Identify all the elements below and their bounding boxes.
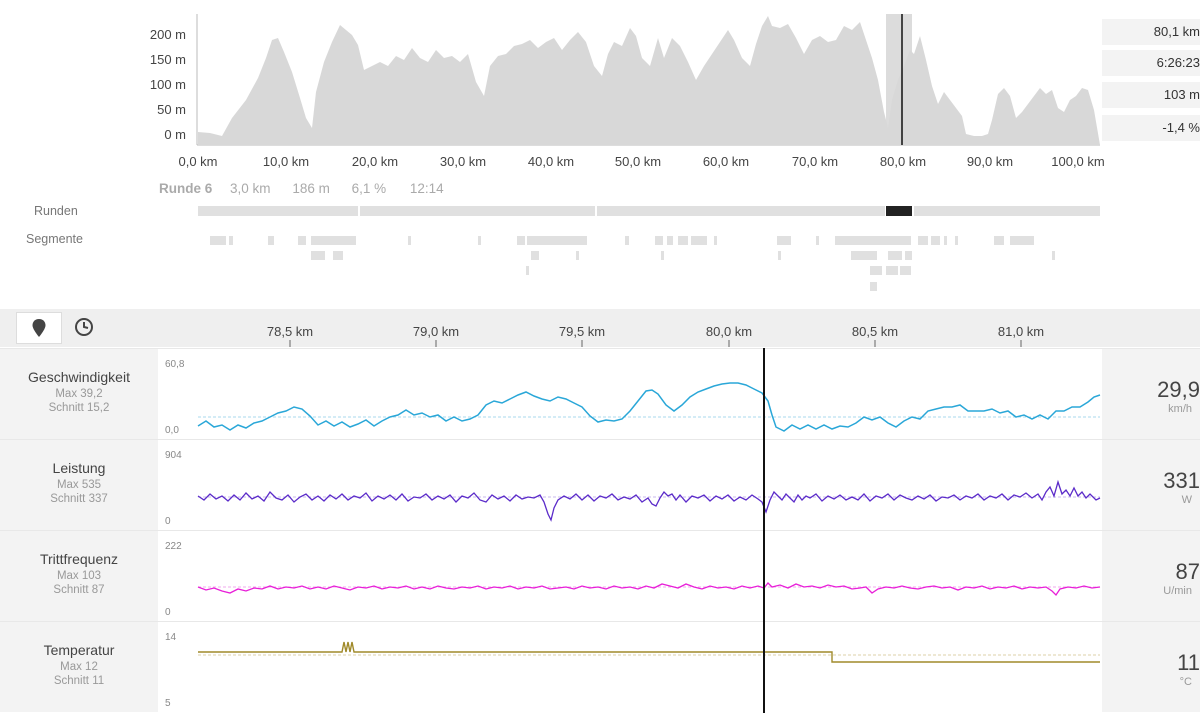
- metric-value-box: 11 °C: [1102, 622, 1200, 712]
- axis-max: 60,8: [165, 359, 185, 370]
- axis-min: 5: [165, 698, 171, 709]
- clock-icon: [75, 318, 93, 336]
- metric-row-cadence: Trittfrequenz Max 103 Schnitt 87 222 0 8…: [0, 530, 1200, 621]
- metric-current-value: 11: [1177, 650, 1200, 675]
- metric-unit: U/min: [1163, 585, 1192, 597]
- metric-unit: W: [1181, 494, 1192, 506]
- metric-name: Temperatur: [43, 642, 115, 658]
- cadence-graph[interactable]: [0, 531, 1102, 621]
- metric-label: Leistung Max 535 Schnitt 337: [0, 440, 158, 530]
- metric-value-box: 87 U/min: [1102, 531, 1200, 621]
- time-button[interactable]: [62, 312, 106, 342]
- metric-name: Geschwindigkeit: [28, 369, 130, 385]
- axis-max: 14: [165, 632, 177, 643]
- metric-row-temperature: Temperatur Max 12 Schnitt 11 14 5 11 °C: [0, 621, 1200, 712]
- elevation-tick: 0 m: [164, 127, 186, 142]
- km-tick: 20,0 km: [351, 154, 399, 169]
- lap-bar[interactable]: [198, 206, 358, 216]
- axis-min: 0: [165, 516, 171, 527]
- metric-unit: °C: [1179, 676, 1192, 688]
- km-tick: 100,0 km: [1051, 154, 1105, 169]
- metric-label: Geschwindigkeit Max 39,2 Schnitt 15,2: [0, 349, 158, 439]
- zoom-km-tick: 79,0 km: [412, 324, 460, 339]
- elevation-chart[interactable]: 200 m 150 m 100 m 50 m 0 m 0,0 km 10,0 k…: [0, 0, 1110, 200]
- stat-grade: -1,4 %: [1102, 115, 1200, 142]
- km-tick: 30,0 km: [439, 154, 487, 169]
- metric-name: Leistung: [52, 460, 106, 476]
- metric-row-power: Leistung Max 535 Schnitt 337 904 0 331 W: [0, 439, 1200, 530]
- metric-current-value: 29,9: [1157, 377, 1200, 402]
- lap-name: Runde 6: [159, 181, 213, 196]
- axis-max: 222: [165, 541, 182, 552]
- lap-bar[interactable]: [360, 206, 595, 216]
- km-tick: 40,0 km: [527, 154, 575, 169]
- zoom-km-tick: 80,0 km: [705, 324, 753, 339]
- lap-bar[interactable]: [914, 206, 1100, 216]
- zoom-km-tick: 81,0 km: [997, 324, 1045, 339]
- zoom-axis-ticks: [289, 340, 1022, 347]
- zoom-km-tick: 80,5 km: [851, 324, 899, 339]
- stat-distance: 80,1 km: [1102, 19, 1200, 46]
- metric-avg: Schnitt 15,2: [48, 402, 110, 414]
- metric-label: Trittfrequenz Max 103 Schnitt 87: [0, 531, 158, 621]
- axis-max: 904: [165, 450, 182, 461]
- lap-grade: 6,1 %: [351, 181, 387, 196]
- km-tick: 50,0 km: [614, 154, 662, 169]
- temperature-graph[interactable]: [0, 622, 1102, 714]
- detail-toolbar: [0, 309, 1200, 347]
- elevation-profile: [196, 14, 1100, 146]
- stat-elevation: 103 m: [1102, 82, 1200, 109]
- position-cursor[interactable]: [763, 348, 765, 713]
- lap-bar[interactable]: [597, 206, 885, 216]
- zoom-km-tick: 79,5 km: [558, 324, 606, 339]
- elevation-tick: 150 m: [149, 52, 186, 67]
- metric-current-value: 331: [1163, 468, 1200, 493]
- metric-value-box: 331 W: [1102, 440, 1200, 530]
- km-tick: 80,0 km: [879, 154, 927, 169]
- location-button[interactable]: [16, 312, 62, 344]
- metric-max: Max 12: [60, 661, 98, 673]
- metric-avg: Schnitt 11: [53, 675, 105, 687]
- location-pin-icon: [32, 319, 46, 337]
- lap-info: Runde 6 3,0 km 186 m 6,1 % 12:14: [159, 181, 444, 196]
- km-tick: 70,0 km: [791, 154, 839, 169]
- metric-row-speed: Geschwindigkeit Max 39,2 Schnitt 15,2 60…: [0, 348, 1200, 439]
- power-graph[interactable]: [0, 440, 1102, 530]
- km-tick: 0,0 km: [178, 154, 218, 169]
- metric-name: Trittfrequenz: [39, 551, 119, 567]
- metric-label: Temperatur Max 12 Schnitt 11: [0, 622, 158, 712]
- elevation-tick: 200 m: [149, 27, 186, 42]
- zoom-km-tick: 78,5 km: [266, 324, 314, 339]
- lap-distance: 3,0 km: [230, 181, 271, 196]
- metric-max: Max 103: [56, 570, 102, 582]
- metric-avg: Schnitt 337: [50, 493, 108, 505]
- lap-time: 12:14: [409, 181, 444, 196]
- elevation-tick: 50 m: [157, 102, 186, 117]
- speed-graph[interactable]: [0, 349, 1102, 439]
- axis-min: 0: [165, 607, 171, 618]
- metric-current-value: 87: [1175, 559, 1200, 584]
- elevation-tick: 100 m: [149, 77, 186, 92]
- metric-avg: Schnitt 87: [53, 584, 105, 596]
- stat-duration: 6:26:23: [1102, 50, 1200, 77]
- laps-label: Runden: [34, 204, 78, 218]
- metric-value-box: 29,9 km/h: [1102, 349, 1200, 439]
- km-tick: 90,0 km: [966, 154, 1014, 169]
- lap-elevation: 186 m: [292, 181, 330, 196]
- lap-bar-selected[interactable]: [886, 206, 912, 216]
- metric-unit: km/h: [1168, 403, 1192, 415]
- metric-max: Max 39,2: [55, 388, 103, 400]
- km-tick: 10,0 km: [262, 154, 310, 169]
- axis-min: 0,0: [165, 425, 179, 436]
- metric-max: Max 535: [56, 479, 102, 491]
- segments-label: Segmente: [26, 232, 83, 246]
- km-tick: 60,0 km: [702, 154, 750, 169]
